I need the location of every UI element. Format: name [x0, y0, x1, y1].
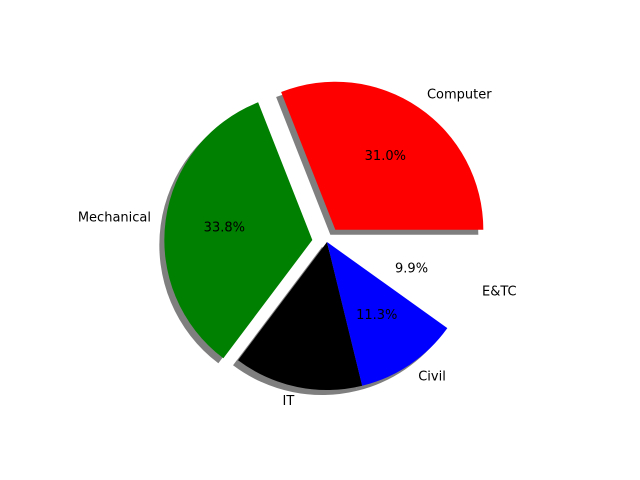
label-eandtc: E&TC	[482, 284, 517, 299]
slice-labels: Computer Mechanical IT Civil E&TC	[78, 88, 517, 409]
slice-mechanical	[164, 102, 313, 359]
label-mechanical: Mechanical	[78, 211, 151, 226]
slice-civil	[327, 242, 448, 386]
label-civil: Civil	[418, 369, 446, 384]
pie-slices	[164, 81, 484, 391]
label-it: IT	[282, 394, 294, 409]
pct-civil: 11.3%	[356, 308, 397, 323]
pct-mechanical: 33.8%	[204, 221, 245, 236]
pct-computer: 31.0%	[365, 149, 406, 164]
slice-it	[238, 242, 363, 391]
pct-eandtc: 9.9%	[395, 262, 428, 277]
label-computer: Computer	[427, 88, 492, 103]
slice-percent-labels: 31.0% 33.8% 11.3% 9.9%	[204, 149, 428, 323]
slice-computer	[281, 81, 484, 230]
